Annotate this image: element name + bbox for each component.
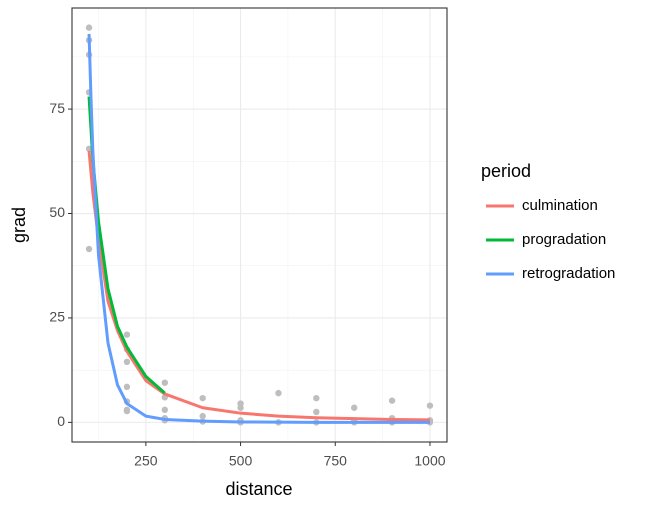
- legend-title: period: [481, 161, 531, 181]
- data-point: [123, 358, 131, 365]
- data-point: [313, 394, 320, 402]
- data-point: [161, 406, 169, 414]
- y-tick-label: 50: [49, 204, 65, 220]
- data-point: [123, 406, 131, 414]
- y-tick-label: 0: [57, 413, 65, 429]
- data-point: [123, 383, 131, 391]
- data-point: [85, 245, 93, 253]
- legend-label: progradation: [522, 231, 606, 248]
- legend-label: culmination: [522, 197, 598, 214]
- y-tick-label: 25: [49, 309, 65, 325]
- data-point: [199, 412, 206, 420]
- x-tick-label: 250: [134, 453, 158, 469]
- x-tick-label: 750: [324, 453, 348, 469]
- data-point: [85, 24, 93, 31]
- data-point: [275, 389, 282, 397]
- y-tick-label: 75: [49, 100, 65, 116]
- x-axis-title: distance: [225, 479, 292, 499]
- legend-label: retrogradation: [522, 265, 615, 282]
- data-point: [237, 404, 244, 411]
- panel-border: [71, 7, 448, 443]
- trend-line: [87, 33, 430, 424]
- trend-line: [87, 96, 166, 395]
- data-point: [313, 408, 320, 416]
- data-point: [123, 331, 131, 338]
- data-point: [199, 394, 206, 402]
- data-point: [350, 404, 358, 411]
- data-point: [161, 379, 169, 386]
- y-axis-title: grad: [9, 207, 29, 243]
- data-point: [426, 402, 434, 409]
- x-tick-label: 1000: [414, 453, 445, 469]
- trend-line: [87, 150, 430, 422]
- x-tick-label: 500: [229, 453, 253, 469]
- data-point: [388, 397, 396, 404]
